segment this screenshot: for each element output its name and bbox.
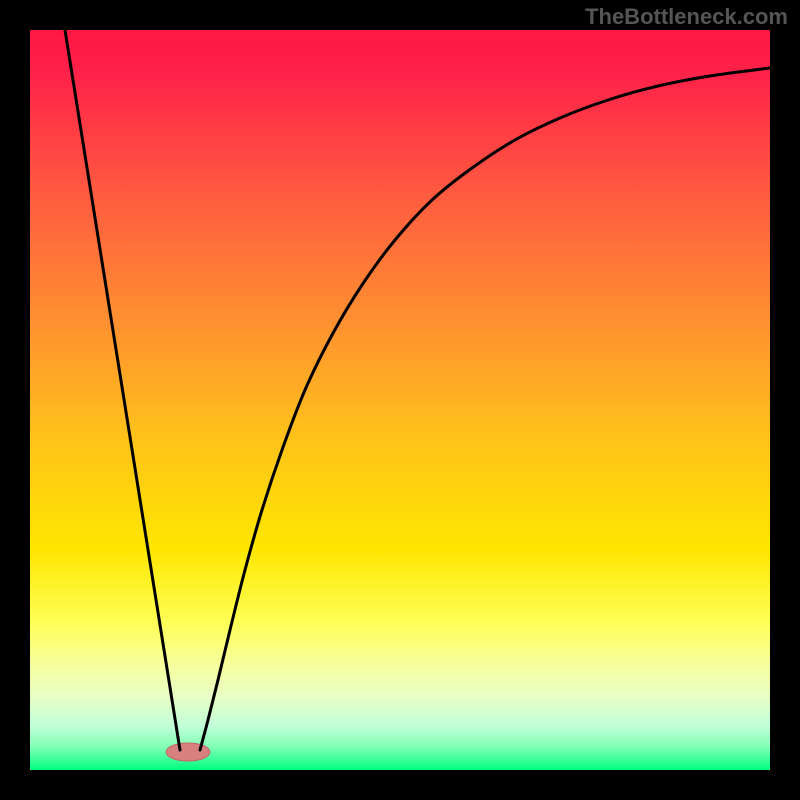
watermark-text: TheBottleneck.com [585, 4, 788, 30]
bottleneck-marker [166, 743, 210, 761]
chart-background [30, 30, 770, 770]
bottleneck-chart [0, 0, 800, 800]
chart-container: TheBottleneck.com [0, 0, 800, 800]
